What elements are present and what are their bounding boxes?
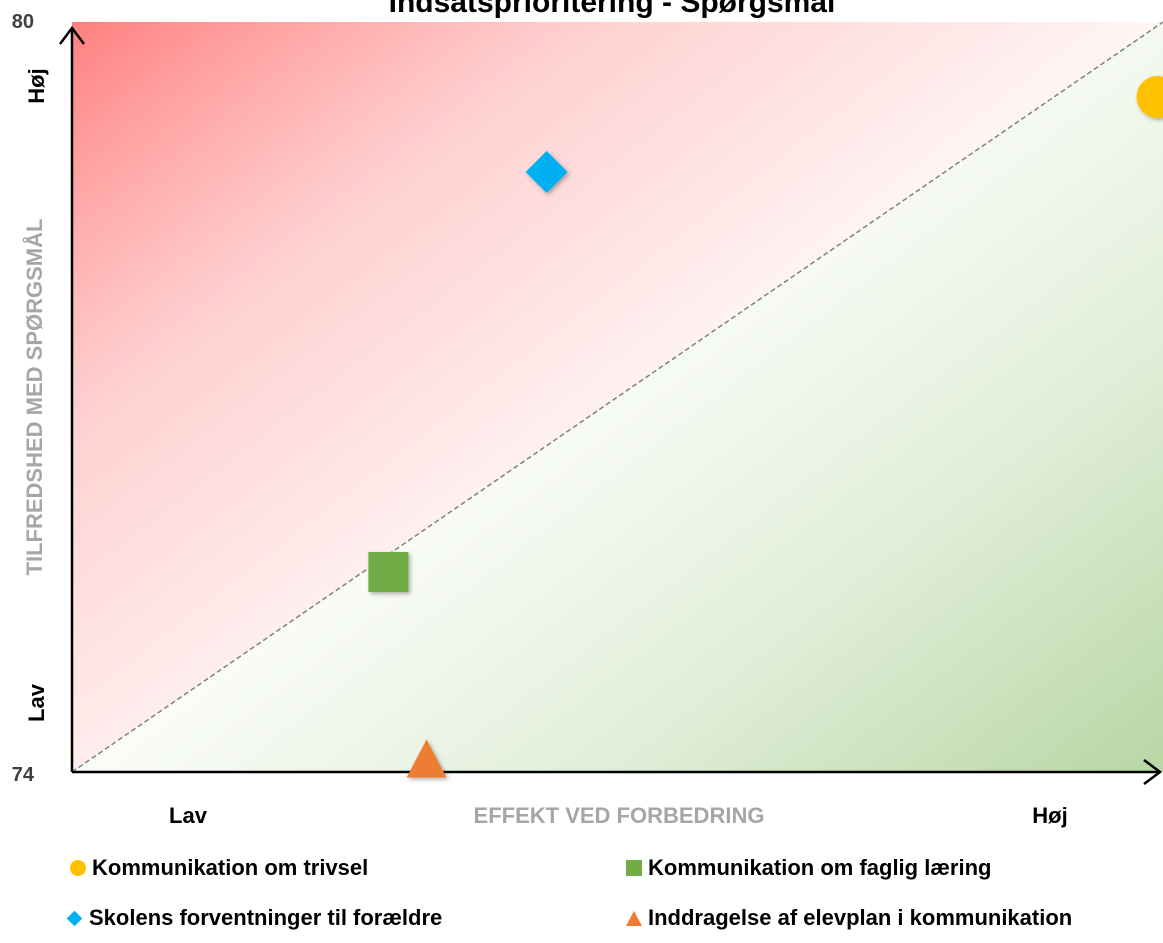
square-marker-icon (626, 860, 642, 876)
legend-item-trivsel: Kommunikation om trivsel (70, 855, 368, 881)
y-high-label: Høj (24, 68, 49, 103)
data-points (368, 76, 1163, 778)
x-low-label: Lav (169, 803, 208, 828)
data-point-kommunikation-om-faglig-l-ring (368, 552, 409, 592)
legend-item-forventninger: Skolens forventninger til forældre (66, 905, 442, 931)
legend-label: Skolens forventninger til forældre (89, 905, 443, 930)
legend-item-elevplan: Inddragelse af elevplan i kommunikation (626, 905, 1072, 931)
triangle-marker-icon (626, 910, 642, 926)
data-point-kommunikation-om-trivsel (1136, 76, 1163, 118)
y-axis-title: TILFREDSHED MED SPØRGSMÅL (21, 219, 47, 576)
y-axis-arrow-icon (59, 25, 85, 45)
y-tick-label-max: 80 (12, 11, 34, 33)
data-point-skolens-forventninger-til-for-ldre (525, 151, 568, 193)
y-tick-label-min: 74 (12, 764, 35, 786)
chart-title: Indsatsprioritering - Spørgsmål (389, 0, 836, 19)
legend-label: Kommunikation om trivsel (92, 855, 369, 880)
x-high-label: Høj (1032, 803, 1067, 828)
diagonal-reference-line (71, 21, 1163, 773)
x-axis-arrow-icon (1143, 759, 1163, 785)
x-axis-title: EFFEKT VED FORBEDRING (474, 803, 765, 828)
legend-label: Inddragelse af elevplan i kommunikation (648, 905, 1073, 930)
circle-marker-icon (70, 860, 86, 876)
legend-item-faglig-laering: Kommunikation om faglig læring (626, 855, 991, 881)
data-point-inddragelse-af-elevplan-i-kommunikation (406, 739, 447, 778)
y-low-label: Lav (24, 683, 49, 722)
diamond-marker-icon (66, 910, 83, 926)
legend-label: Kommunikation om faglig læring (648, 855, 992, 880)
